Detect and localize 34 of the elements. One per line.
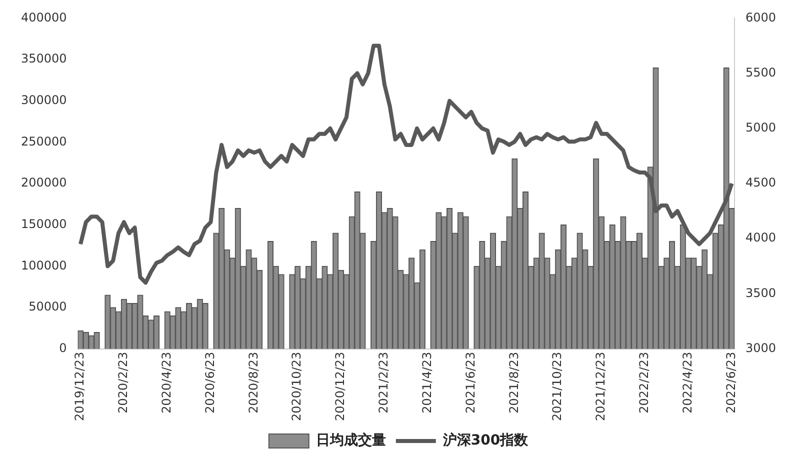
y-tick-label: 0	[59, 340, 67, 355]
y-tick-label: 400000	[20, 10, 67, 24]
x-tick-label: 2022/2/23	[637, 352, 652, 414]
legend-label: 日均成交量	[316, 432, 386, 449]
x-tick-label: 2021/10/23	[550, 352, 564, 422]
x-tick-label: 2021/4/23	[420, 352, 434, 414]
x-tick-label: 2021/6/23	[463, 352, 478, 414]
y2-tick-label: 5000	[745, 120, 776, 135]
y-tick-label: 50000	[28, 300, 67, 314]
x-tick-label: 2022/4/23	[680, 352, 694, 414]
y2-tick-label: 4000	[745, 230, 776, 245]
y2-tick-label: 6000	[745, 10, 776, 24]
x-tick-label: 2020/2/23	[116, 352, 130, 414]
x-tick-label: 2020/6/23	[202, 352, 217, 414]
y-tick-label: 150000	[20, 216, 67, 231]
x-tick-label: 2022/6/23	[724, 352, 738, 414]
y-tick-label: 300000	[20, 92, 67, 107]
y2-tick-label: 3000	[745, 340, 776, 355]
x-tick-label: 2020/10/23	[290, 352, 304, 422]
y-tick-label: 350000	[20, 52, 67, 66]
y-tick-label: 200000	[20, 176, 67, 190]
x-tick-label: 2021/8/23	[506, 352, 521, 414]
y-tick-label: 250000	[20, 134, 67, 148]
y2-tick-label: 5500	[745, 65, 776, 80]
y2-tick-label: 3500	[745, 286, 776, 300]
legend-label: 沪深300指数	[442, 432, 530, 449]
x-tick-label: 2020/4/23	[159, 352, 174, 414]
y-tick-label: 100000	[20, 258, 67, 272]
x-tick-label: 2020/12/23	[333, 352, 348, 422]
x-tick-label: 2021/12/23	[594, 352, 608, 422]
y2-tick-label: 4500	[745, 176, 776, 190]
x-tick-label: 2021/2/23	[376, 352, 391, 414]
x-tick-label: 2020/8/23	[246, 352, 260, 414]
x-tick-label: 2019/12/23	[72, 352, 87, 422]
